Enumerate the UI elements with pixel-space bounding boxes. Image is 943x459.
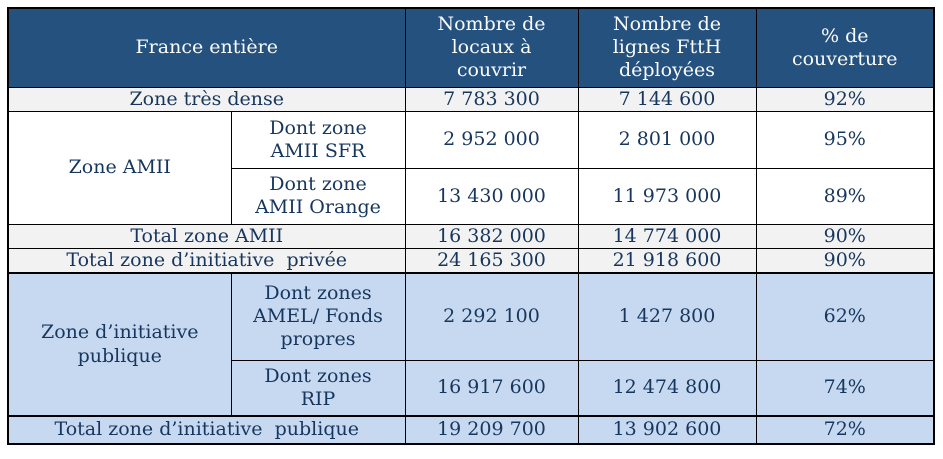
row-label-dont-zones-rip: Dont zones RIP — [230, 359, 406, 417]
cell-lignes: 7 144 600 — [577, 86, 757, 112]
cell-couverture: 92% — [755, 86, 935, 112]
cell-lignes: 13 902 600 — [577, 415, 757, 445]
cell-locaux: 16 917 600 — [404, 359, 579, 417]
table-row: Dont zones RIP 16 917 600 12 474 800 74% — [8, 359, 935, 417]
row-label-zone-tres-dense: Zone très dense — [7, 86, 406, 112]
row-label-total-zone-amii: Total zone AMII — [7, 223, 406, 249]
cell-couverture: 62% — [755, 272, 935, 361]
table-row: Total zone AMII 16 382 000 14 774 000 90… — [7, 223, 935, 249]
cell-lignes: 14 774 000 — [577, 223, 757, 249]
cell-locaux: 16 382 000 — [404, 223, 579, 249]
group-label-zone-amii: Zone AMII — [7, 110, 232, 225]
header-cell-lignes-ftth: Nombre de lignes FttH déployées — [577, 7, 757, 88]
group-label-zone-initiative-publique: Zone d’initiative publique — [7, 272, 232, 417]
table-row: Total zone d’initiative publique 19 209 … — [7, 415, 935, 445]
cell-locaux: 24 165 300 — [404, 247, 579, 274]
row-label-dont-zone-amii-sfr: Dont zone AMII SFR — [230, 110, 406, 169]
ftth-coverage-table-wrap: France entière Nombre de locaux à couvri… — [7, 7, 935, 446]
cell-locaux: 2 292 100 — [404, 272, 579, 361]
row-label-total-initiative-publique: Total zone d’initiative publique — [7, 415, 406, 445]
cell-lignes: 21 918 600 — [577, 247, 757, 274]
cell-locaux: 13 430 000 — [404, 167, 579, 225]
table-row: Dont zone AMII Orange 13 430 000 11 973 … — [8, 167, 935, 225]
cell-couverture: 95% — [755, 110, 935, 169]
cell-couverture: 72% — [755, 415, 935, 445]
cell-locaux: 19 209 700 — [404, 415, 579, 445]
cell-couverture: 74% — [755, 359, 935, 417]
row-label-dont-zone-amii-orange: Dont zone AMII Orange — [230, 167, 406, 225]
cell-couverture: 89% — [755, 167, 935, 225]
cell-lignes: 11 973 000 — [577, 167, 757, 225]
row-label-total-initiative-privee: Total zone d’initiative privée — [7, 247, 406, 274]
ftth-coverage-table: France entière Nombre de locaux à couvri… — [7, 7, 935, 446]
cell-lignes: 1 427 800 — [577, 272, 757, 361]
cell-locaux: 2 952 000 — [404, 110, 579, 169]
cell-locaux: 7 783 300 — [404, 86, 579, 112]
table-row: Zone AMII Dont zone AMII SFR 2 952 000 2… — [7, 110, 935, 225]
cell-lignes: 12 474 800 — [577, 359, 757, 417]
table-row: Zone très dense 7 783 300 7 144 600 92% — [7, 86, 935, 112]
cell-couverture: 90% — [755, 247, 935, 274]
header-cell-pct-couverture: % de couverture — [755, 7, 935, 88]
header-cell-france-entiere: France entière — [7, 7, 406, 88]
table-header-row: France entière Nombre de locaux à couvri… — [7, 7, 935, 88]
cell-couverture: 90% — [755, 223, 935, 249]
header-cell-locaux-a-couvrir: Nombre de locaux à couvrir — [404, 7, 579, 88]
row-label-dont-zones-amel: Dont zones AMEL/ Fonds propres — [230, 272, 406, 361]
table-row: Total zone d’initiative privée 24 165 30… — [7, 247, 935, 274]
cell-lignes: 2 801 000 — [577, 110, 757, 169]
table-row: Zone d’initiative publique Dont zones AM… — [7, 272, 935, 417]
